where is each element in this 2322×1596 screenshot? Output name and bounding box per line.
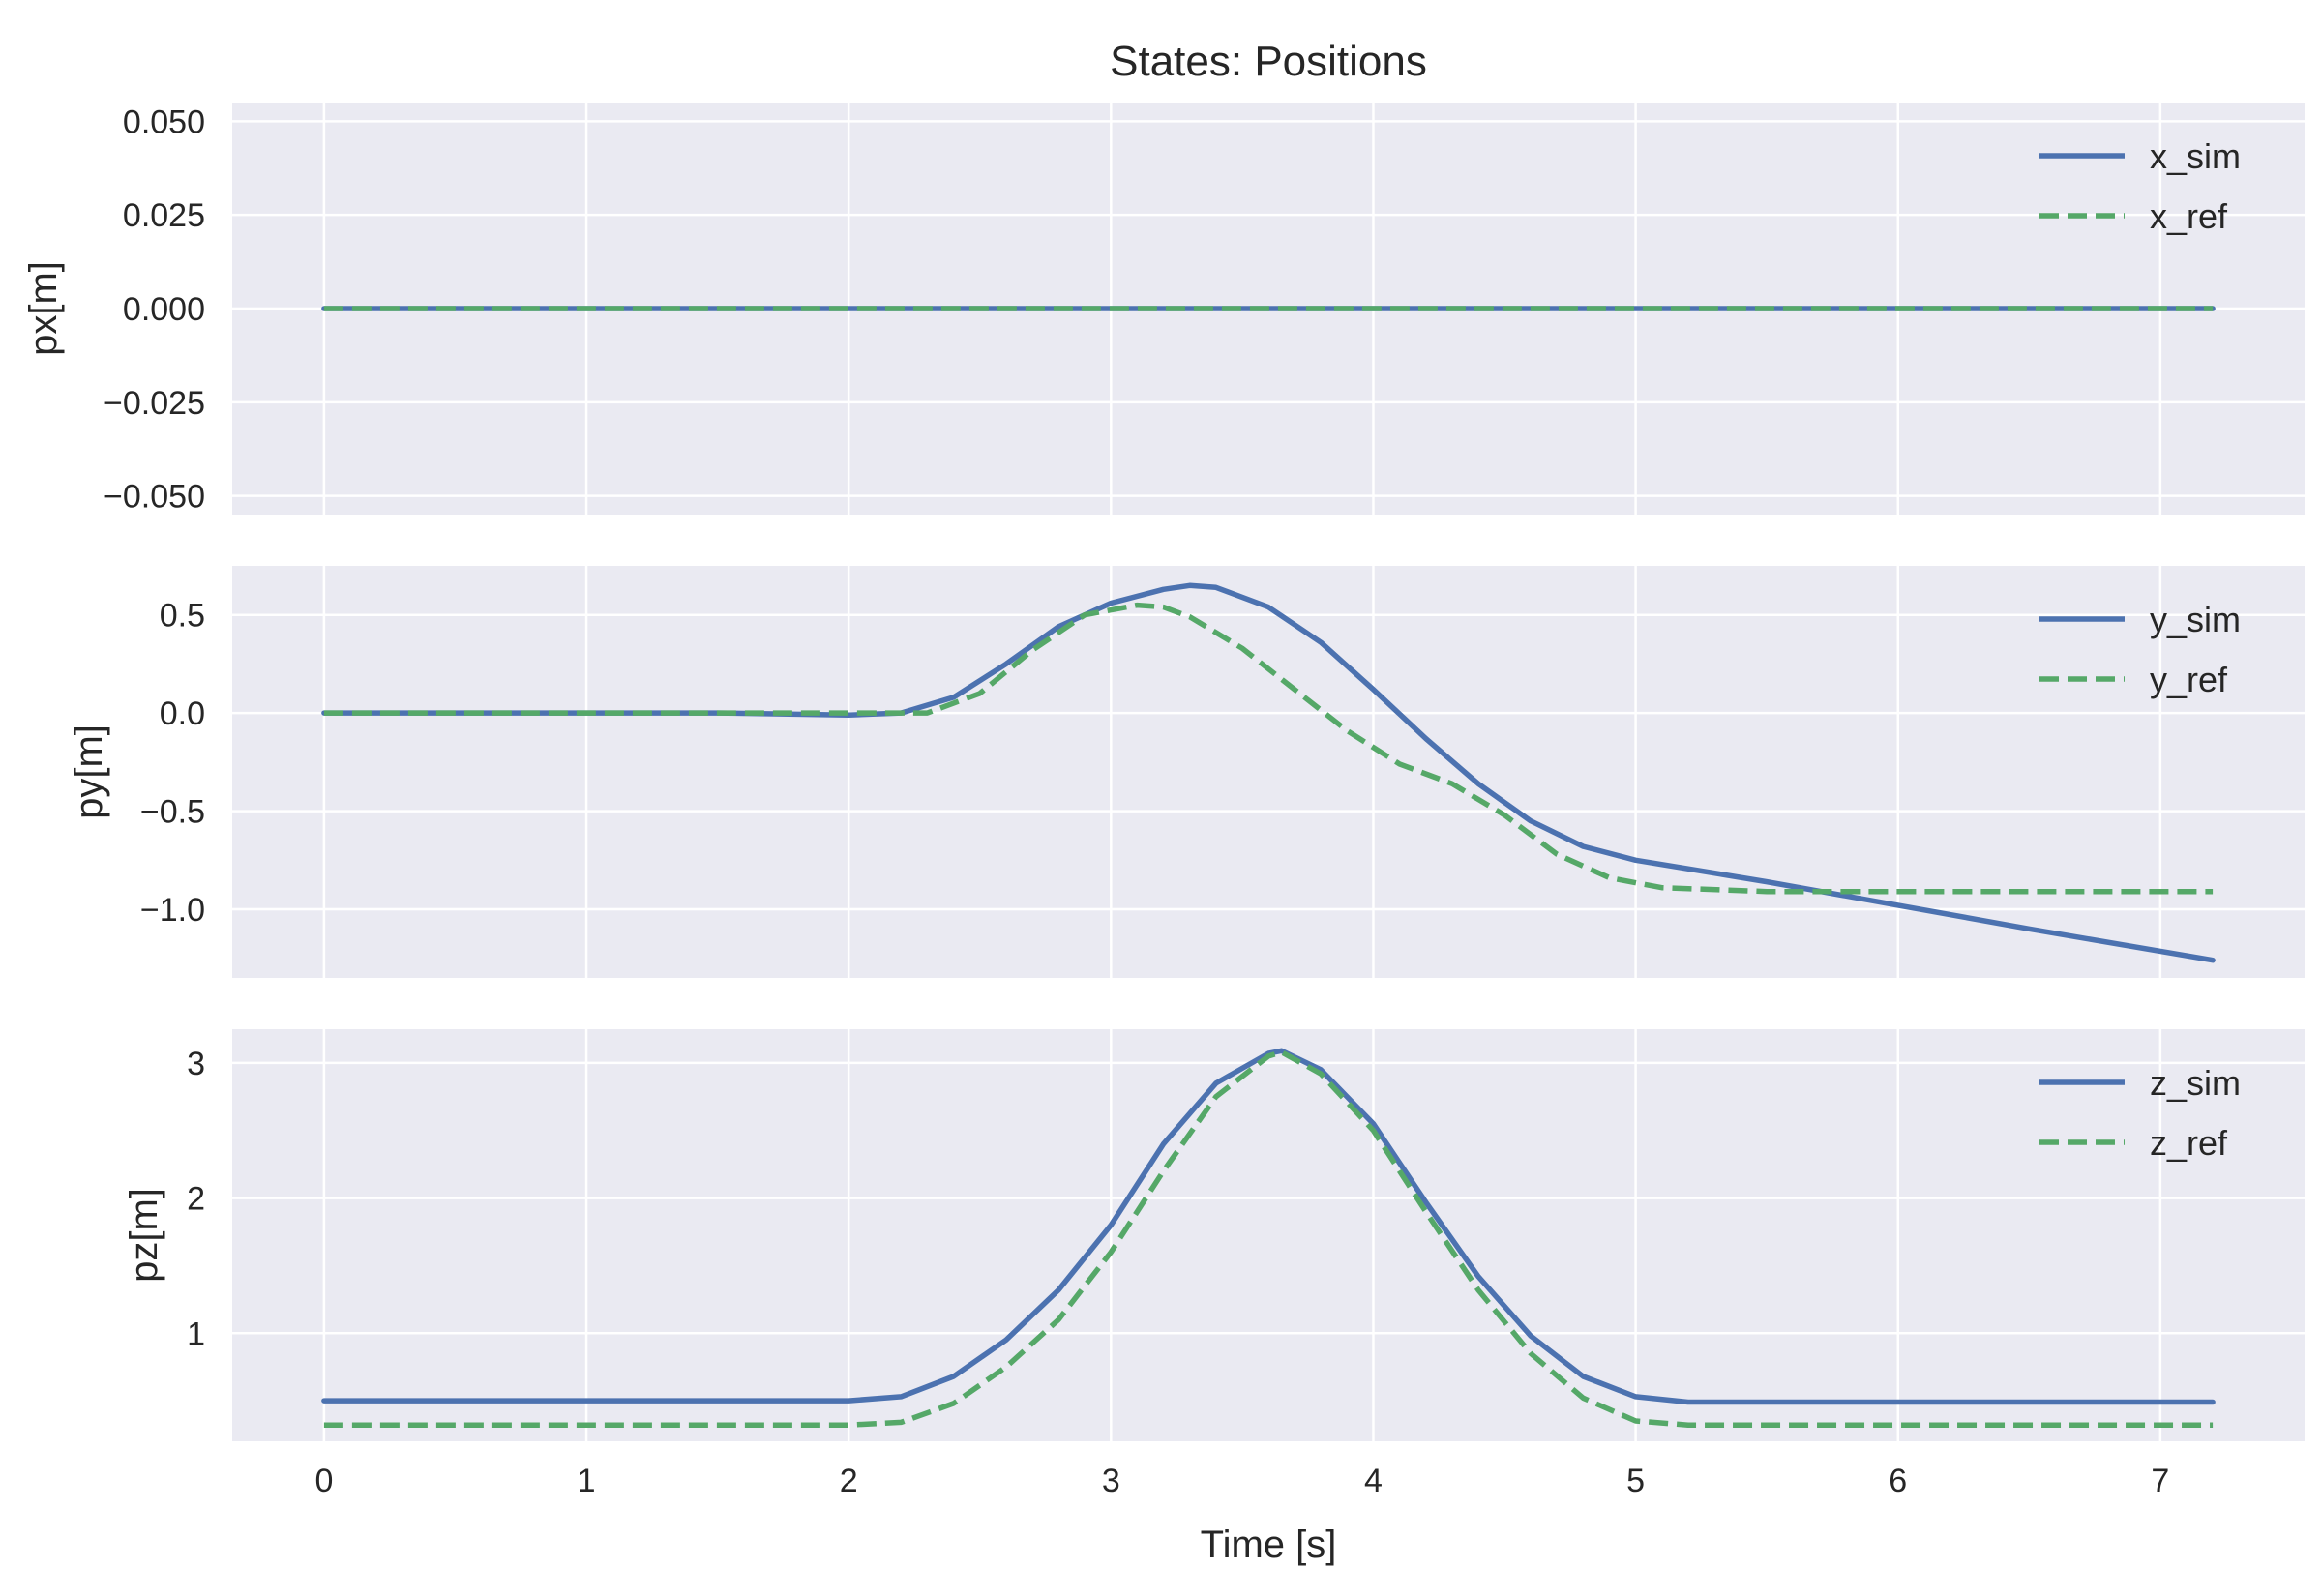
subplots-group: −0.050 −0.025 0.000 0.025 0.050 px[m] x_sim x_r… bbox=[22, 103, 2305, 1441]
x-tick-label: 1 bbox=[578, 1463, 596, 1499]
y-tick-label: −0.050 bbox=[104, 479, 205, 516]
x-axis-label: Time [s] bbox=[1201, 1523, 1337, 1566]
x-axis: 0 1 2 3 4 5 6 7 bbox=[314, 1463, 2169, 1499]
legend-label-z_ref: z_ref bbox=[2150, 1123, 2228, 1163]
y-tick-label: −0.5 bbox=[140, 794, 205, 831]
plot-area bbox=[232, 1029, 2305, 1441]
y-tick-label: 0.025 bbox=[123, 197, 205, 234]
subplot-2: −1.0 −0.5 0.0 0.5 py[m] y_sim y_ref bbox=[68, 566, 2305, 978]
x-tick-label: 5 bbox=[1626, 1463, 1645, 1499]
legend: x_sim x_ref bbox=[2039, 136, 2241, 236]
x-tick-label: 3 bbox=[1102, 1463, 1120, 1499]
legend: y_sim y_ref bbox=[2039, 600, 2241, 699]
subplot-1: −0.050 −0.025 0.000 0.025 0.050 px[m] x_sim x_r… bbox=[22, 103, 2305, 516]
y-tick-label: −1.0 bbox=[140, 892, 205, 929]
legend-label-y_sim: y_sim bbox=[2150, 600, 2241, 639]
series-line-y_ref bbox=[323, 602, 2214, 895]
legend-label-z_sim: z_sim bbox=[2150, 1063, 2241, 1103]
y-tick-label: −0.025 bbox=[104, 385, 205, 422]
x-tick-label: 7 bbox=[2151, 1463, 2169, 1499]
y-tick-label: 0.000 bbox=[123, 291, 205, 328]
y-tick-label: 2 bbox=[187, 1181, 205, 1218]
y-tick-label: 0.5 bbox=[160, 598, 205, 635]
x-tick-label: 2 bbox=[840, 1463, 858, 1499]
x-tick-label: 6 bbox=[1889, 1463, 1907, 1499]
legend-label-x_ref: x_ref bbox=[2150, 196, 2228, 236]
plot-area bbox=[232, 566, 2305, 978]
y-tick-label: 1 bbox=[187, 1315, 205, 1352]
series-line-z_ref bbox=[323, 1049, 2214, 1428]
y-tick-label: 3 bbox=[187, 1046, 205, 1082]
legend-label-x_sim: x_sim bbox=[2150, 136, 2241, 176]
y-axis-label: pz[m] bbox=[123, 1188, 165, 1283]
x-tick-label: 0 bbox=[314, 1463, 333, 1499]
subplot-3: 1 2 3 pz[m] z_sim z_ref bbox=[123, 1029, 2305, 1441]
series-line-z_sim bbox=[321, 1048, 2216, 1405]
y-tick-label: 0.0 bbox=[160, 695, 205, 732]
y-tick-label: 0.050 bbox=[123, 103, 205, 140]
x-tick-label: 4 bbox=[1364, 1463, 1383, 1499]
y-axis-label: py[m] bbox=[68, 724, 110, 819]
chart-title: States: Positions bbox=[1110, 38, 1427, 85]
legend: z_sim z_ref bbox=[2039, 1063, 2241, 1163]
legend-label-y_ref: y_ref bbox=[2150, 660, 2228, 699]
y-axis-label: px[m] bbox=[22, 261, 65, 356]
